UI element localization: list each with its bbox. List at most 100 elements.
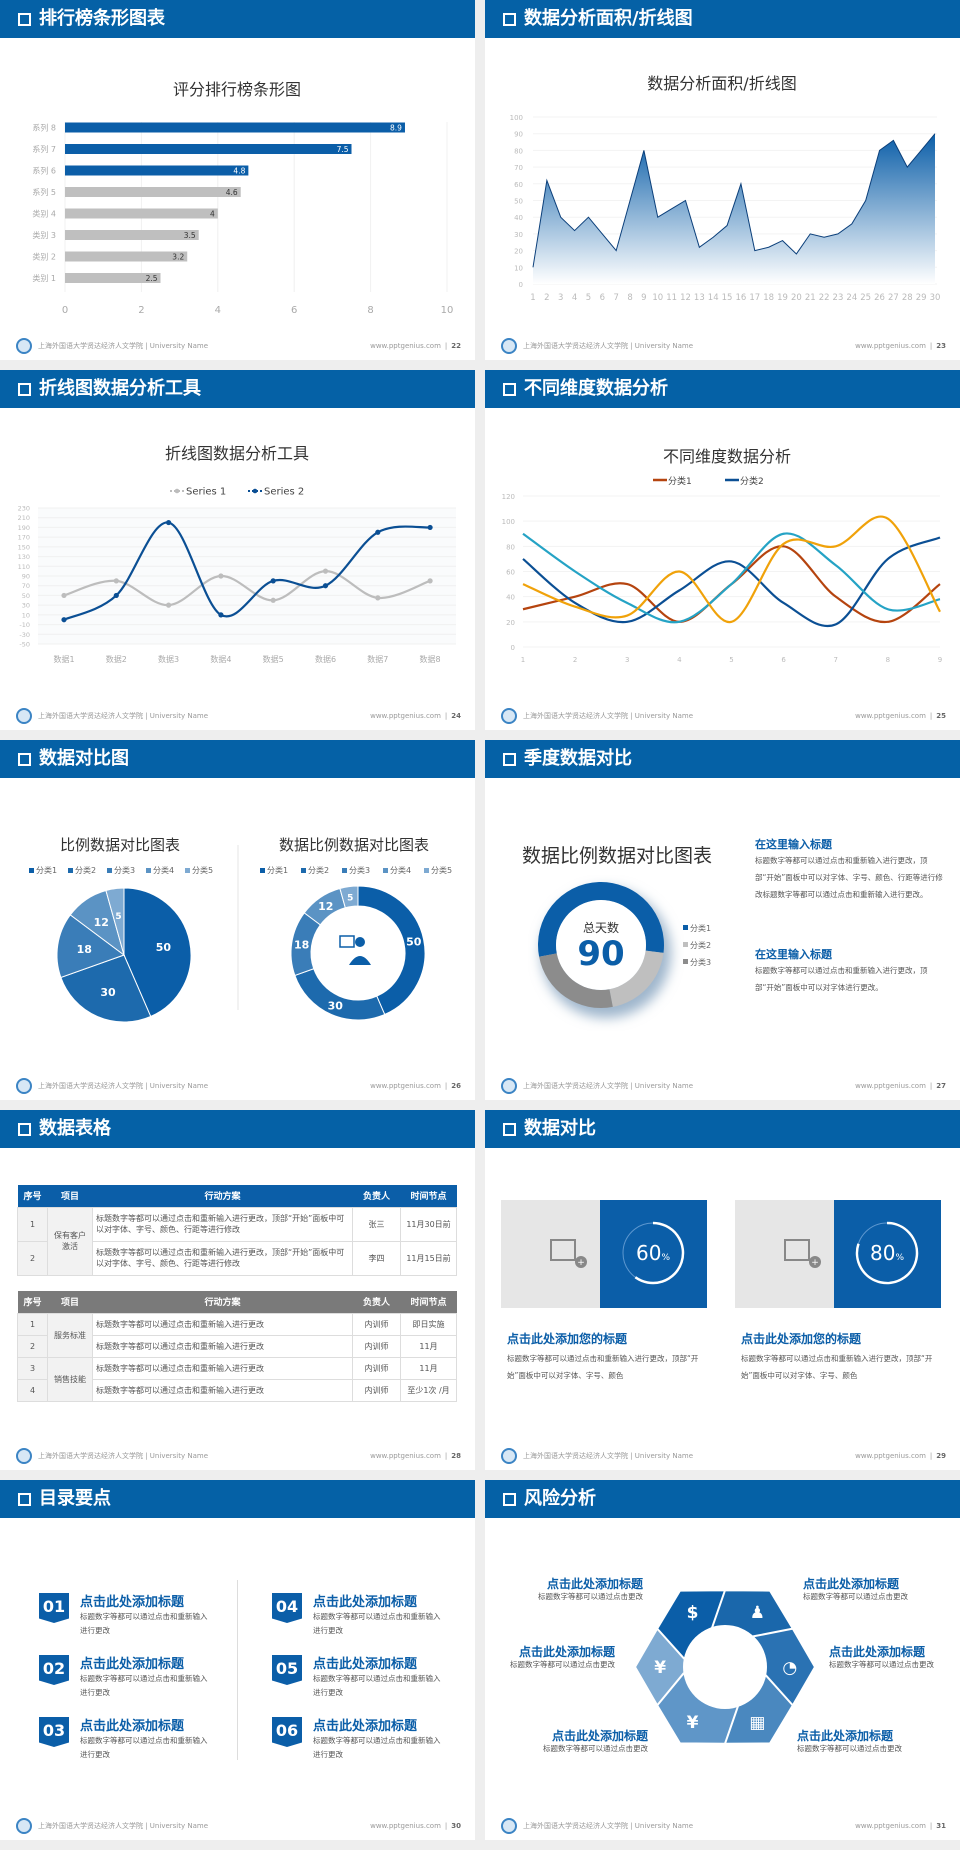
item-title[interactable]: 点击此处添加标题 bbox=[313, 1595, 418, 1610]
checkbox-icon bbox=[18, 12, 31, 26]
y-category-label: 类别 3 bbox=[32, 230, 56, 240]
slide: 不同维度数据分析 不同维度数据分析 0 20 40 60 80 100 120 1 2 3 4 5 6 7 8 9… bbox=[485, 370, 960, 730]
x-tick-label: 29 bbox=[916, 293, 927, 303]
chart-title: 不同维度数据分析 bbox=[663, 447, 791, 466]
card-title[interactable]: 点击此处添加您的标题 bbox=[507, 1332, 628, 1346]
page-number: 23 bbox=[936, 342, 946, 350]
university-logo bbox=[501, 1448, 517, 1464]
risk-body: 标题数字等都可以通过点击更改 bbox=[803, 1592, 908, 1601]
slice bbox=[56, 914, 126, 979]
footer-right: www.pptgenius.com | 29 bbox=[855, 1452, 946, 1460]
risk-title[interactable]: 点击此处添加标题 bbox=[797, 1729, 894, 1743]
divider bbox=[237, 1580, 238, 1760]
x-tick-label: 11 bbox=[666, 293, 677, 303]
legend-swatch bbox=[68, 868, 73, 873]
block-body: 标题数字等都可以通过点击和重新输入进行更改，顶部“开始”面板中可以对字体进行更改… bbox=[755, 966, 928, 992]
center-value: 90 bbox=[577, 934, 624, 974]
y-tick-label: 230 bbox=[18, 505, 30, 513]
footer-sep: | bbox=[444, 342, 448, 350]
legend-marker bbox=[174, 488, 180, 494]
item-title[interactable]: 点击此处添加标题 bbox=[80, 1719, 185, 1734]
data-table: 序号 项目 行动方案 负责人 时间节点 1 保有客户激活 标题数字等都可以通过点击和重新输入进… bbox=[17, 1185, 457, 1276]
column-header: 行动方案 bbox=[92, 1291, 353, 1313]
series-line bbox=[522, 532, 941, 624]
legend-label: 分类2 bbox=[75, 865, 96, 875]
cell-index: 2 bbox=[17, 1240, 48, 1276]
x-tick-label: 10 bbox=[441, 305, 454, 316]
data-label: 3.2 bbox=[172, 253, 184, 262]
slide-header: 数据对比 bbox=[485, 1110, 960, 1148]
x-tick-label: 数据6 bbox=[315, 654, 336, 664]
data-label: 12 bbox=[318, 900, 333, 913]
item-title[interactable]: 点击此处添加标题 bbox=[313, 1657, 418, 1672]
footer-right: www.pptgenius.com | 23 bbox=[855, 342, 946, 350]
footer-site: www.pptgenius.com bbox=[370, 1452, 441, 1460]
stat-panel bbox=[600, 1200, 707, 1308]
y-tick-label: 30 bbox=[514, 231, 523, 239]
legend-label: 分类1 bbox=[36, 865, 57, 875]
cell-owner: 李四 bbox=[352, 1240, 401, 1276]
number-badge: 05 bbox=[272, 1655, 302, 1685]
footer-right: www.pptgenius.com | 22 bbox=[370, 342, 461, 350]
risk-title[interactable]: 点击此处添加标题 bbox=[551, 1729, 648, 1743]
slide-title: 不同维度数据分析 bbox=[524, 378, 668, 399]
item-title[interactable]: 点击此处添加标题 bbox=[313, 1719, 418, 1734]
footer-site: www.pptgenius.com bbox=[855, 1452, 926, 1460]
data-point bbox=[61, 592, 67, 599]
block-heading: 在这里输入标题 bbox=[755, 838, 832, 851]
risk-title[interactable]: 点击此处添加标题 bbox=[546, 1577, 643, 1591]
x-tick-label: 20 bbox=[791, 293, 802, 303]
slice bbox=[538, 882, 664, 957]
column-header: 序号 bbox=[17, 1291, 48, 1313]
x-tick-label: 6 bbox=[600, 293, 605, 303]
university-logo bbox=[16, 1448, 32, 1464]
y-tick-label: 210 bbox=[18, 514, 30, 522]
risk-title[interactable]: 点击此处添加标题 bbox=[518, 1645, 615, 1659]
table-row: 2 标题数字等都可以通过点击和重新输入进行更改，顶部“开始”面板中可以对字体、字号… bbox=[17, 1240, 457, 1276]
slide: 数据对比 +60% +80% 上海外国语大学贤达经济人文学院 | University… bbox=[485, 1110, 960, 1470]
footer: 上海外国语大学贤达经济人文学院 | University Name www.ppt… bbox=[501, 1448, 946, 1464]
legend-label: 分类3 bbox=[349, 865, 370, 875]
slide-title: 数据分析面积/折线图 bbox=[524, 8, 693, 29]
data-label: 5 bbox=[115, 912, 121, 922]
card-body: 标题数字等都可以通过点击和重新输入进行更改，顶部“开始”面板中可以对字体、字号、… bbox=[507, 1354, 699, 1380]
slide-header: 季度数据对比 bbox=[485, 740, 960, 778]
slide: 折线图数据分析工具 折线图数据分析工具 -50 -30 -10 10 30 50 70 90 110… bbox=[0, 370, 475, 730]
footer-site: www.pptgenius.com bbox=[370, 1082, 441, 1090]
data-label: 18 bbox=[294, 938, 309, 951]
data-label: 50 bbox=[156, 941, 172, 954]
y-category-label: 系列 7 bbox=[32, 144, 56, 154]
legend-swatch bbox=[107, 868, 112, 873]
university-logo bbox=[16, 1818, 32, 1834]
x-tick-label: 9 bbox=[938, 656, 942, 664]
footer-site: www.pptgenius.com bbox=[855, 712, 926, 720]
data-point bbox=[61, 617, 67, 623]
cell-action: 标题数字等都可以通过点击和重新输入进行更改 bbox=[92, 1334, 353, 1358]
y-category-label: 类别 2 bbox=[32, 252, 56, 262]
legend-label: 分类2 bbox=[690, 940, 711, 950]
data-point bbox=[166, 519, 172, 526]
y-tick-label: 50 bbox=[22, 592, 30, 600]
y-tick-label: -10 bbox=[19, 621, 30, 629]
x-tick-label: 13 bbox=[694, 293, 705, 303]
footer-site: www.pptgenius.com bbox=[370, 1822, 441, 1830]
y-tick-label: 40 bbox=[506, 594, 515, 602]
x-tick-label: 6 bbox=[291, 305, 297, 316]
data-label: 30 bbox=[328, 999, 344, 1012]
item-title[interactable]: 点击此处添加标题 bbox=[80, 1595, 185, 1610]
x-tick-label: 17 bbox=[749, 293, 760, 303]
card-title[interactable]: 点击此处添加您的标题 bbox=[741, 1332, 862, 1346]
data-point bbox=[218, 612, 224, 618]
slide-canvas: 不同维度数据分析 0 20 40 60 80 100 120 1 2 3 4 5 6 7 8 9 分类1 分类2 bbox=[502, 447, 943, 664]
risk-title[interactable]: 点击此处添加标题 bbox=[829, 1645, 926, 1659]
legend-label: 分类3 bbox=[114, 865, 135, 875]
x-tick-label: 21 bbox=[805, 293, 816, 303]
legend-label: 分类4 bbox=[390, 865, 411, 875]
risk-title[interactable]: 点击此处添加标题 bbox=[803, 1577, 900, 1591]
item-title[interactable]: 点击此处添加标题 bbox=[80, 1657, 185, 1672]
data-label: 12 bbox=[94, 916, 109, 929]
slide-canvas: 比例数据对比图表 数据比例数据对比图表 50 30 18 12 5 分类1 分类2 分类3 分类4 分… bbox=[29, 836, 452, 1023]
slide-header: 不同维度数据分析 bbox=[485, 370, 960, 408]
y-tick-label: 190 bbox=[18, 524, 30, 532]
data-point bbox=[113, 592, 119, 599]
